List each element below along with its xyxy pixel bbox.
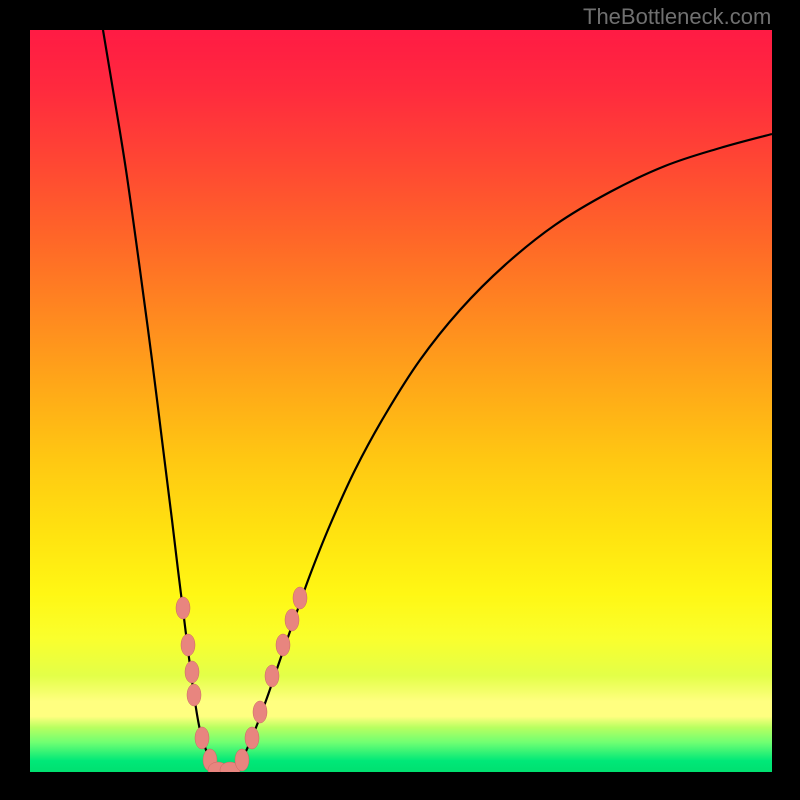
curve-marker xyxy=(181,634,195,656)
chart-svg xyxy=(0,0,800,800)
curve-marker xyxy=(245,727,259,749)
curve-marker xyxy=(235,749,249,771)
plot-gradient-background xyxy=(30,30,772,772)
curve-marker xyxy=(276,634,290,656)
chart-container: TheBottleneck.com xyxy=(0,0,800,800)
curve-marker xyxy=(293,587,307,609)
curve-marker xyxy=(185,661,199,683)
watermark-text: TheBottleneck.com xyxy=(583,4,771,30)
curve-marker xyxy=(253,701,267,723)
curve-marker xyxy=(187,684,201,706)
curve-marker xyxy=(176,597,190,619)
curve-marker xyxy=(265,665,279,687)
curve-marker xyxy=(285,609,299,631)
curve-marker xyxy=(195,727,209,749)
